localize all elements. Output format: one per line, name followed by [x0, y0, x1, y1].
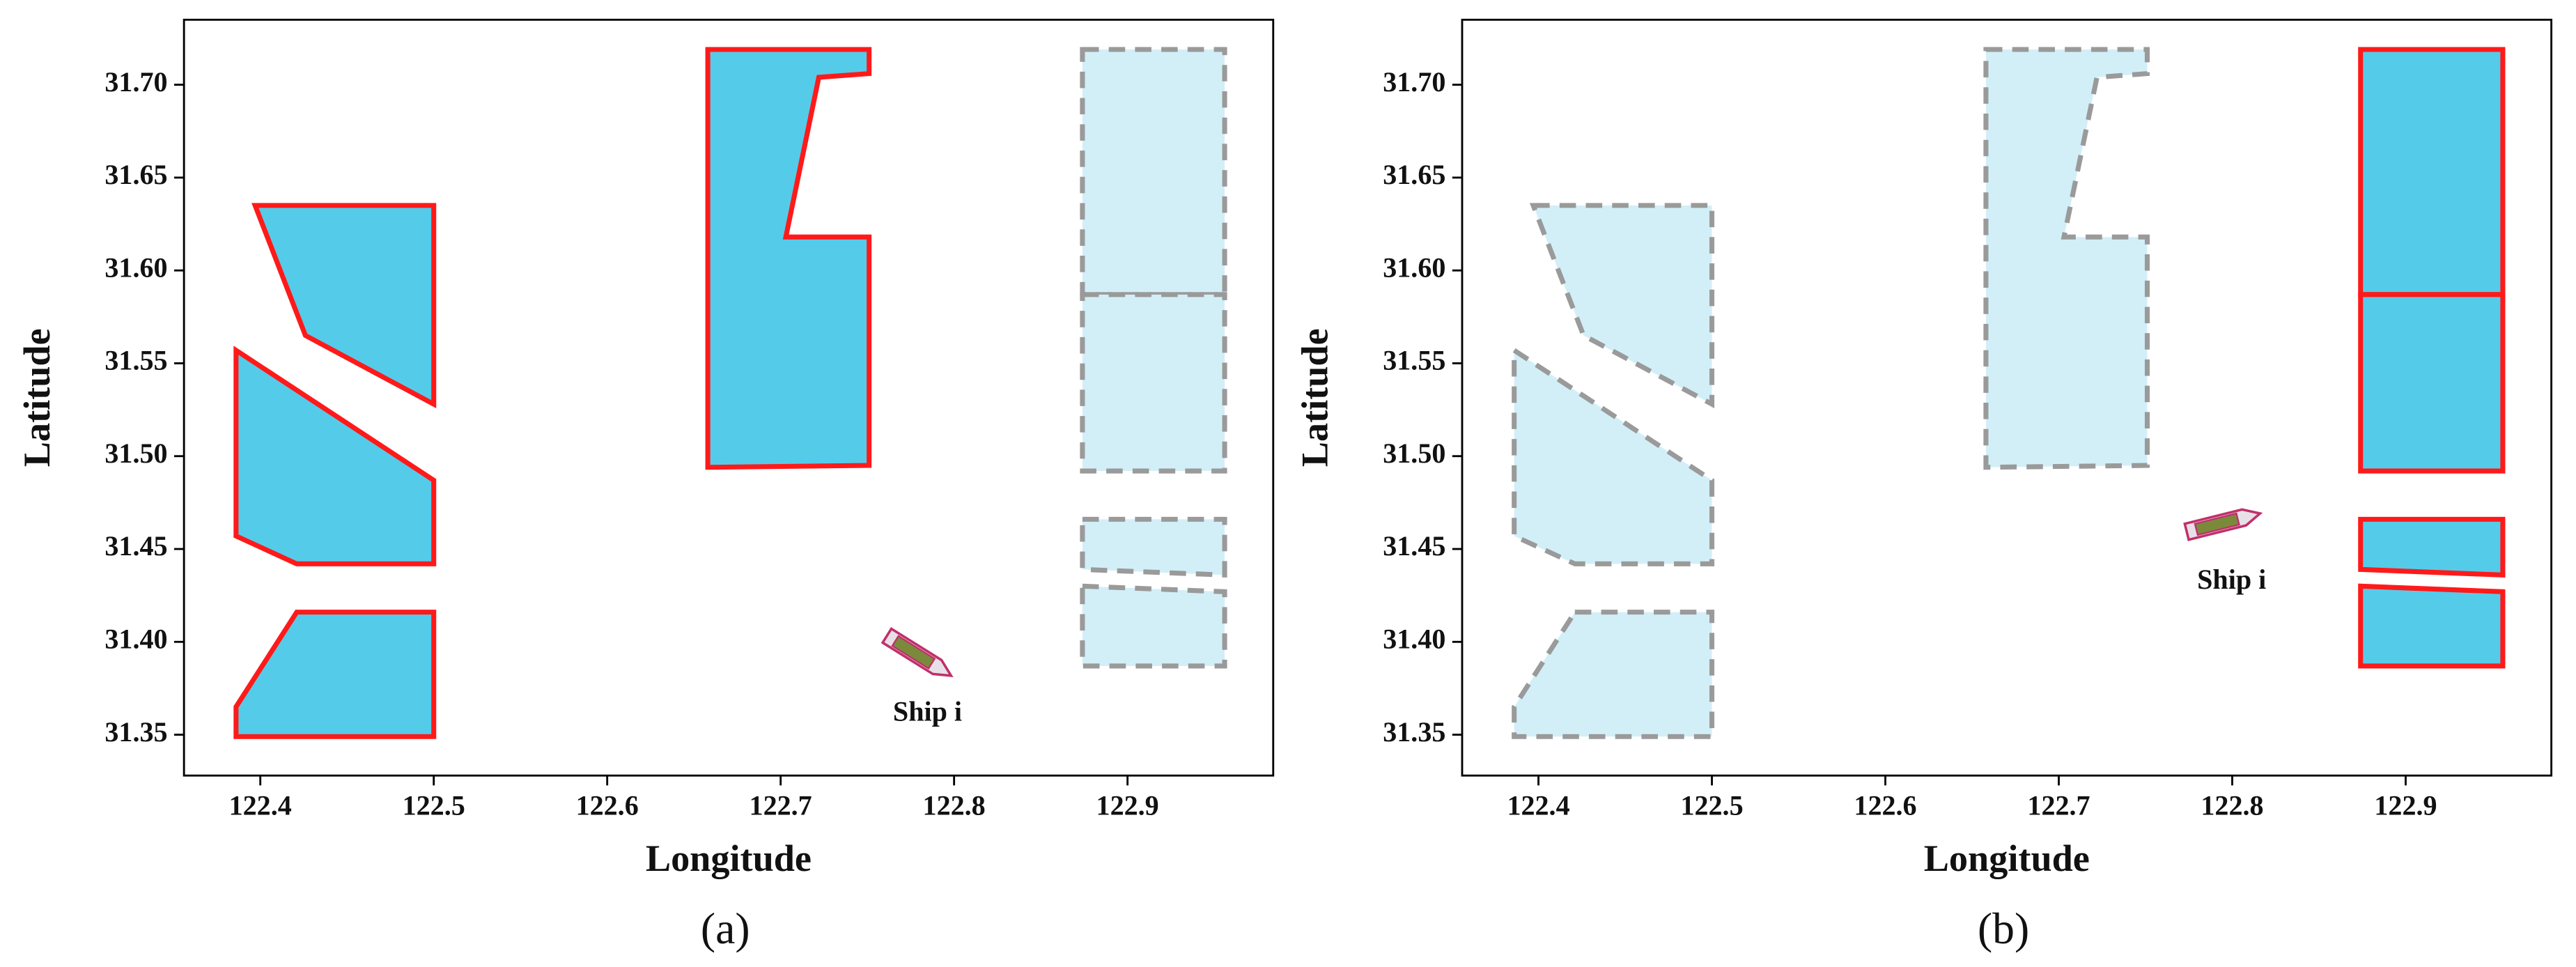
region	[1080, 292, 1227, 474]
subplot: Ship i 122.4 122.5 122.6 122.7 122.8 122.9 31.3…	[16, 18, 1275, 953]
ship-deck	[2194, 512, 2240, 536]
ship	[2183, 508, 2263, 541]
highlighted-region	[2358, 583, 2506, 669]
caption: (a)	[701, 904, 750, 953]
y-tick-label: 31.60	[104, 252, 167, 283]
x-axis-label: Longitude	[1924, 837, 2090, 879]
y-tick-label: 31.50	[104, 438, 167, 469]
y-tick-label: 31.35	[1383, 716, 1445, 748]
y-tick-label: 31.40	[104, 623, 167, 654]
caption: (b)	[1978, 904, 2029, 953]
x-tick-label: 122.9	[1096, 790, 1159, 821]
region	[1529, 203, 1715, 409]
region	[1080, 47, 1227, 297]
y-tick-label: 31.65	[1383, 159, 1445, 190]
subplot: Ship i 122.4 122.5 122.6 122.7 122.8 122.9 31.3…	[1294, 18, 2553, 953]
y-tick-label: 31.50	[1383, 438, 1445, 469]
y-tick-label: 31.60	[1383, 252, 1445, 283]
ship-label: Ship i	[2197, 564, 2266, 595]
highlighted-region	[2358, 516, 2506, 578]
highlighted-region	[233, 610, 437, 739]
highlighted-region	[233, 346, 437, 566]
y-tick-label: 31.70	[104, 66, 167, 98]
ship-label: Ship i	[893, 695, 962, 727]
region	[1512, 346, 1715, 566]
y-axis-label: Latitude	[16, 328, 58, 467]
region	[1080, 583, 1227, 669]
x-tick-label: 122.8	[923, 790, 986, 821]
highlighted-region	[251, 203, 437, 409]
region	[1983, 47, 2150, 470]
y-tick-label: 31.70	[1383, 66, 1445, 98]
x-tick-label: 122.4	[229, 790, 292, 821]
x-tick-label: 122.6	[576, 790, 639, 821]
region	[1512, 610, 1715, 739]
y-tick-label: 31.40	[1383, 623, 1445, 654]
x-tick-label: 122.9	[2374, 790, 2437, 821]
highlighted-region	[2358, 47, 2506, 297]
highlighted-region	[705, 47, 872, 470]
x-tick-label: 122.7	[750, 790, 812, 821]
x-tick-label: 122.8	[2201, 790, 2263, 821]
region	[1080, 516, 1227, 578]
highlighted-region	[2358, 292, 2506, 474]
y-tick-label: 31.55	[104, 345, 167, 376]
x-tick-label: 122.4	[1507, 790, 1569, 821]
ship	[880, 627, 954, 678]
y-tick-label: 31.45	[1383, 530, 1445, 562]
x-tick-label: 122.6	[1854, 790, 1916, 821]
y-tick-label: 31.55	[1383, 345, 1445, 376]
y-axis-label: Latitude	[1294, 328, 1336, 467]
x-tick-label: 122.5	[403, 790, 465, 821]
ship-deck	[891, 635, 936, 670]
y-tick-label: 31.45	[104, 530, 167, 562]
x-tick-label: 122.5	[1680, 790, 1743, 821]
y-tick-label: 31.35	[104, 716, 167, 748]
x-axis-label: Longitude	[646, 837, 812, 879]
x-tick-label: 122.7	[2027, 790, 2090, 821]
y-tick-label: 31.65	[104, 159, 167, 190]
